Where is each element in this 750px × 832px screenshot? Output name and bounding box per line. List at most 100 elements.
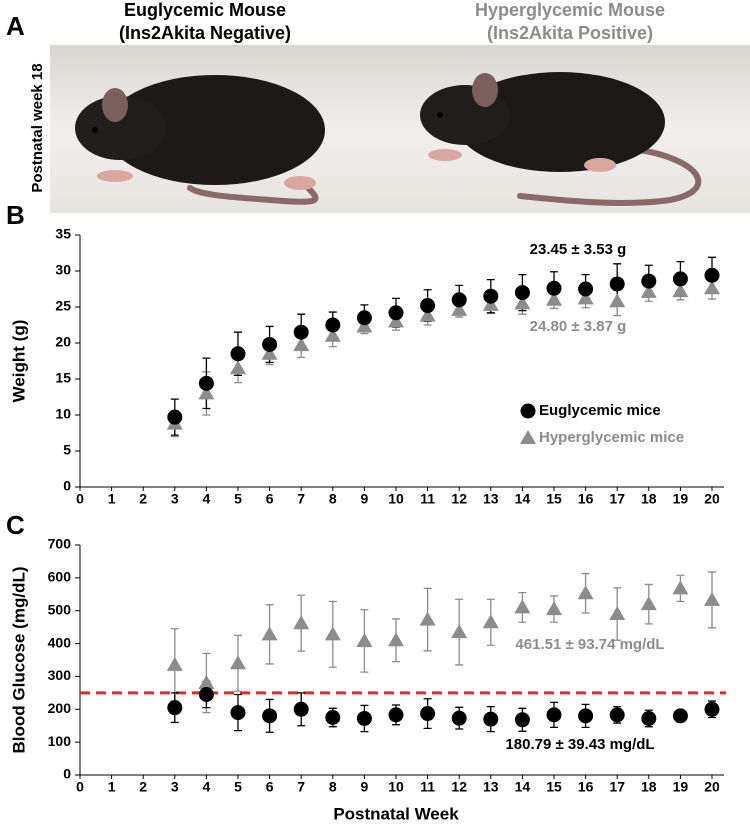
legend-marker	[520, 403, 536, 419]
marker-triangle	[261, 626, 278, 641]
y-tick-label: 20	[55, 334, 71, 350]
y-tick-label: 400	[48, 634, 72, 650]
marker-circle	[672, 708, 688, 724]
marker-circle	[293, 701, 309, 717]
marker-circle	[356, 710, 372, 726]
marker-triangle	[704, 591, 720, 606]
x-tick-label: 7	[297, 491, 305, 507]
x-tick-label: 0	[76, 779, 84, 795]
marker-circle	[230, 346, 246, 362]
panel-label: B	[6, 200, 25, 230]
side-label: Postnatal week 18	[29, 63, 46, 192]
marker-triangle	[546, 291, 562, 306]
marker-triangle	[451, 624, 468, 639]
marker-circle	[704, 701, 720, 717]
y-tick-label: 15	[55, 370, 71, 386]
caption-title: Hyperglycemic Mouse	[475, 0, 665, 20]
mouse-hyperglycemic	[420, 72, 702, 206]
y-tick-label: 100	[48, 733, 72, 749]
x-tick-label: 11	[420, 491, 435, 507]
y-tick-label: 5	[63, 442, 71, 458]
marker-circle	[356, 310, 372, 326]
marker-circle	[325, 317, 341, 333]
marker-triangle	[324, 626, 341, 641]
marker-circle	[230, 705, 246, 721]
mouse-euglycemic	[75, 75, 325, 205]
x-tick-label: 19	[673, 779, 689, 795]
marker-triangle	[640, 596, 657, 611]
x-tick-label: 10	[388, 491, 404, 507]
x-tick-label: 10	[388, 779, 404, 795]
x-tick-label: 4	[203, 779, 211, 795]
marker-triangle	[704, 280, 720, 295]
marker-circle	[420, 298, 436, 314]
x-tick-label: 16	[578, 779, 594, 795]
caption-subtitle: (Ins2Akita Positive)	[487, 23, 653, 43]
y-axis-title: Blood Glucose (mg/dL)	[9, 567, 28, 754]
marker-triangle	[166, 656, 183, 671]
x-tick-label: 17	[609, 779, 625, 795]
marker-triangle	[514, 599, 531, 614]
x-tick-label: 18	[641, 779, 657, 795]
x-tick-label: 6	[266, 779, 274, 795]
marker-triangle	[261, 345, 278, 360]
marker-circle	[451, 710, 467, 726]
y-tick-label: 0	[63, 766, 71, 782]
marker-triangle	[230, 360, 246, 375]
x-tick-label: 6	[266, 491, 274, 507]
marker-triangle	[356, 318, 373, 333]
marker-triangle	[419, 611, 436, 626]
marker-circle	[641, 273, 657, 289]
x-tick-label: 18	[641, 491, 657, 507]
caption-title: Euglycemic Mouse	[124, 0, 286, 20]
y-tick-label: 600	[48, 569, 72, 585]
x-tick-label: 19	[673, 491, 689, 507]
marker-circle	[546, 707, 562, 723]
marker-triangle	[577, 585, 594, 600]
marker-triangle	[388, 313, 404, 328]
marker-circle	[672, 271, 688, 287]
annotation: 461.51 ± 93.74 mg/dL	[515, 636, 664, 653]
marker-circle	[514, 712, 530, 728]
marker-triangle	[451, 301, 468, 316]
x-tick-label: 1	[108, 491, 116, 507]
annotation: 23.45 ± 3.53 g	[530, 241, 627, 258]
y-tick-label: 300	[48, 667, 72, 683]
marker-circle	[167, 409, 183, 425]
marker-circle	[451, 292, 467, 308]
x-tick-label: 16	[578, 491, 594, 507]
y-tick-label: 30	[55, 262, 71, 278]
y-tick-label: 200	[48, 700, 72, 716]
marker-triangle	[198, 385, 215, 400]
marker-triangle	[640, 283, 657, 298]
marker-circle	[420, 706, 436, 722]
x-tick-label: 2	[139, 491, 147, 507]
marker-circle	[546, 280, 562, 296]
marker-circle	[704, 267, 720, 283]
marker-triangle	[293, 337, 310, 352]
panel-label: C	[6, 510, 25, 540]
annotation: 180.79 ± 39.43 mg/dL	[505, 736, 654, 753]
x-tick-label: 9	[361, 779, 369, 795]
x-tick-label: 17	[609, 491, 625, 507]
x-tick-label: 13	[483, 491, 499, 507]
y-tick-label: 500	[48, 601, 72, 617]
x-tick-label: 0	[76, 491, 84, 507]
x-tick-label: 20	[704, 491, 720, 507]
caption-subtitle: (Ins2Akita Negative)	[119, 23, 291, 43]
marker-circle	[198, 375, 214, 391]
y-tick-label: 0	[63, 478, 71, 494]
x-tick-label: 15	[546, 779, 562, 795]
x-tick-label: 1	[108, 779, 116, 795]
x-axis-title: Postnatal Week	[333, 804, 459, 823]
legend-label: Hyperglycemic mice	[539, 429, 684, 446]
marker-triangle	[514, 295, 531, 310]
marker-circle	[578, 708, 594, 724]
x-tick-label: 8	[329, 779, 337, 795]
marker-triangle	[419, 307, 436, 322]
marker-triangle	[482, 296, 499, 311]
panel-label: A	[6, 11, 25, 41]
x-tick-label: 14	[515, 491, 531, 507]
y-axis-title: Weight (g)	[9, 320, 28, 403]
